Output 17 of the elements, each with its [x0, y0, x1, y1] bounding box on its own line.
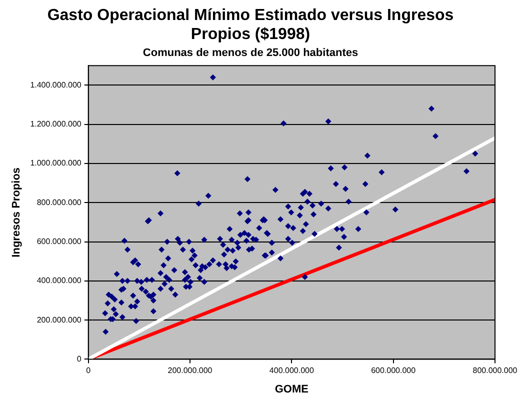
y-tick-label: 400.000.000: [36, 276, 82, 286]
x-tick-label: 200.000.000: [168, 366, 213, 376]
y-tick-label: 0: [76, 354, 82, 364]
y-tick-label: 200.000.000: [36, 315, 82, 324]
x-tick-label: 800.000.000: [472, 366, 518, 376]
x-axis-title: GOME: [274, 383, 308, 396]
y-axis-title: Ingresos Propios: [10, 167, 23, 258]
chart-title: Gasto Operacional Mínimo Estimado versus Ingresos Propios ($1998): [47, 7, 454, 44]
y-tick-label: 1.200.000.000: [30, 120, 82, 129]
y-tick-label: 800.000.000: [36, 198, 82, 207]
x-tick-label: 400.000.000: [269, 366, 314, 376]
y-tick-label: 1.000.000.000: [30, 158, 82, 168]
chart-subtitle: Comunas de menos de 25.000 habitantes: [142, 47, 358, 60]
y-tick-label: 600.000.000: [36, 236, 82, 246]
y-tick-label: 1.400.000.000: [30, 80, 82, 90]
x-tick-label: 0: [86, 366, 92, 376]
x-tick-label: 600.000.000: [371, 366, 416, 376]
